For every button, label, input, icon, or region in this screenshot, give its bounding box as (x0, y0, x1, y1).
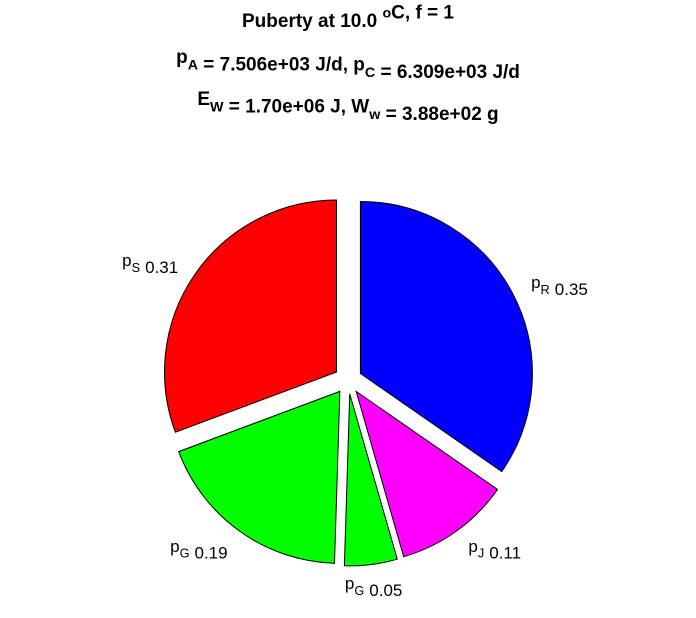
text-part: Puberty at 10.0 (242, 11, 382, 32)
text-part: E (197, 89, 210, 110)
subscript: R (541, 282, 550, 297)
slice-value: 0.05 (369, 581, 402, 600)
superscript: o (382, 5, 391, 21)
text-part: = 6.309e+03 J/d (375, 62, 520, 83)
slice-value: 0.31 (145, 258, 178, 277)
subscript: W (210, 99, 224, 115)
text-part: = 1.70e+06 J, W (223, 97, 369, 118)
slice-label: pG 0.05 (345, 575, 402, 601)
pie-slice (359, 201, 533, 473)
chart-title: EW = 1.70e+06 J, Ww = 3.88e+02 g (197, 89, 498, 125)
subscript: G (354, 583, 364, 598)
text-part: C, f = 1 (391, 2, 454, 23)
text-part: p (176, 47, 188, 68)
chart-title: Puberty at 10.0 oC, f = 1 (242, 2, 454, 32)
pie-slice (164, 199, 337, 433)
chart-title: pA = 7.506e+03 J/d, pC = 6.309e+03 J/d (176, 47, 520, 83)
pie-slice (343, 393, 398, 567)
pie-slice (355, 390, 499, 558)
slice-value: 0.35 (555, 280, 588, 299)
text-part: p (122, 252, 131, 271)
text-part: p (345, 575, 354, 594)
subscript: J (478, 546, 484, 561)
subscript: S (132, 260, 141, 275)
pie-slice (178, 390, 341, 564)
text-part: p (468, 537, 477, 556)
text-part: = 3.88e+02 g (380, 104, 498, 125)
slice-label: pR 0.35 (531, 274, 588, 300)
subscript: A (188, 57, 198, 73)
slice-label: pG 0.19 (170, 537, 227, 563)
slice-value: 0.11 (489, 544, 521, 563)
text-part: p (170, 537, 179, 556)
subscript: w (368, 107, 381, 123)
subscript: G (180, 546, 190, 561)
subscript: C (365, 65, 375, 81)
slice-label: pS 0.31 (122, 252, 178, 278)
text-part: p (531, 274, 540, 293)
slice-label: pJ 0.11 (468, 537, 521, 563)
text-part: = 7.506e+03 J/d, p (198, 55, 365, 76)
slice-value: 0.19 (194, 544, 227, 563)
